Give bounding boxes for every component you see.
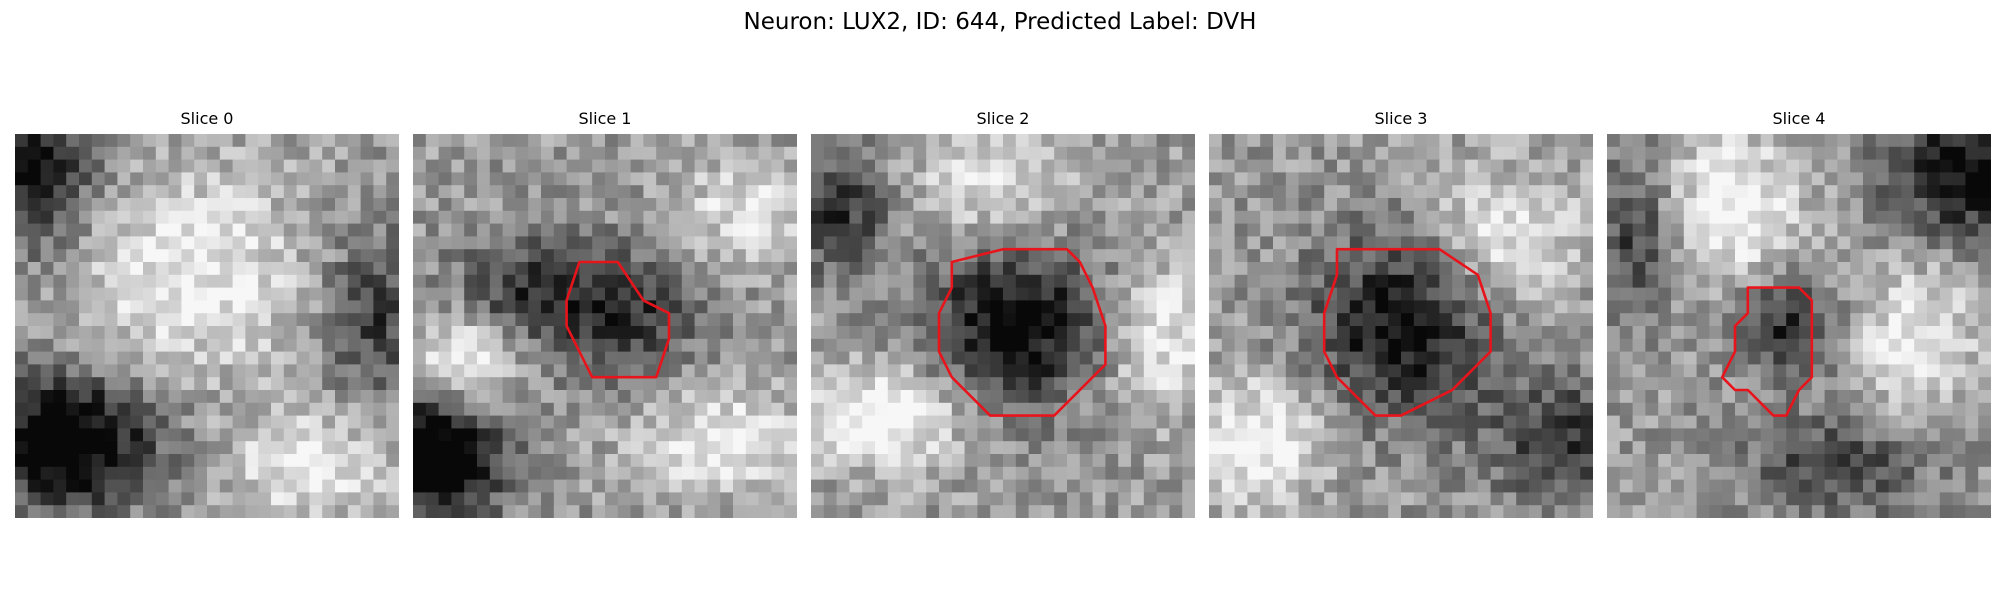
pixel-grid	[811, 134, 1195, 518]
slice-image-2	[811, 134, 1195, 518]
slice-image-svg-1	[413, 134, 797, 518]
slice-image-3	[1209, 134, 1593, 518]
slice-panel-3: Slice 3	[1209, 108, 1593, 526]
roi-contour	[1322, 247, 1492, 417]
slice-panel-2: Slice 2	[811, 108, 1195, 526]
figure-title: Neuron: LUX2, ID: 644, Predicted Label: …	[743, 9, 1257, 35]
roi-contour	[565, 260, 671, 379]
slice-image-svg-3	[1209, 134, 1593, 518]
slice-title-3: Slice 3	[1374, 109, 1428, 128]
slice-panel-4: Slice 4	[1607, 108, 1991, 526]
slice-image-svg-4	[1607, 134, 1991, 518]
slice-image-svg-0	[15, 134, 399, 518]
slice-title-2: Slice 2	[976, 109, 1030, 128]
pixel-grid	[15, 134, 399, 518]
slice-panel-0: Slice 0	[15, 108, 399, 526]
slice-image-4	[1607, 134, 1991, 518]
slice-image-0	[15, 134, 399, 518]
slice-image-svg-2	[811, 134, 1195, 518]
slice-panel-1: Slice 1	[413, 108, 797, 526]
slice-title-0: Slice 0	[180, 109, 234, 128]
pixel-grid	[1209, 134, 1593, 518]
roi-contour	[1720, 286, 1814, 417]
pixel-grid	[1607, 134, 1991, 518]
roi-contour	[937, 247, 1107, 417]
pixel-grid	[413, 134, 797, 518]
slice-image-1	[413, 134, 797, 518]
slice-title-1: Slice 1	[578, 109, 632, 128]
slice-title-4: Slice 4	[1772, 109, 1826, 128]
